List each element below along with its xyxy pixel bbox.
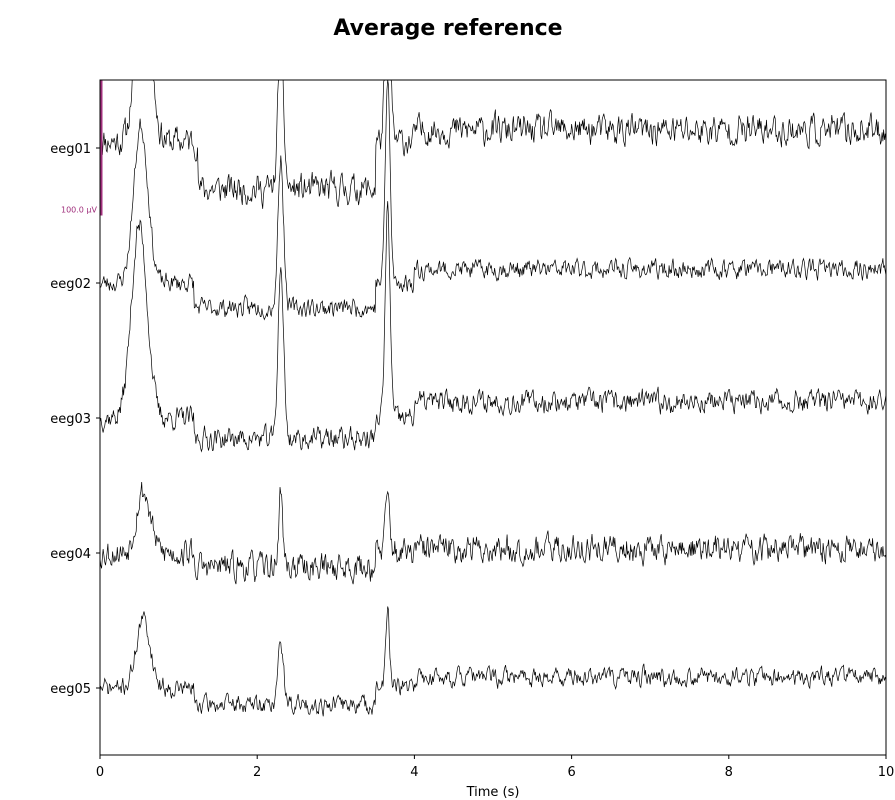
chart-title: Average reference	[333, 16, 562, 41]
time-tick-label: 10	[878, 765, 895, 780]
time-tick-label: 4	[410, 765, 418, 780]
trace-group	[99, 79, 887, 717]
x-axis-label: Time (s)	[466, 785, 520, 800]
time-tick-label: 2	[253, 765, 261, 780]
channel-label-eeg03: eeg03	[50, 412, 91, 427]
trace-eeg02	[99, 79, 887, 321]
trace-eeg05	[99, 606, 887, 717]
time-tick-label: 0	[96, 765, 104, 780]
channel-label-eeg01: eeg01	[50, 142, 91, 157]
trace-eeg01	[99, 79, 887, 209]
trace-eeg03	[99, 201, 887, 453]
time-axis: 0 2 4 6 8 10	[96, 755, 894, 780]
time-tick-label: 8	[725, 765, 733, 780]
channel-label-eeg05: eeg05	[50, 682, 91, 697]
trace-eeg04	[99, 481, 887, 585]
scale-bar: 100.0 µV	[61, 80, 103, 216]
channel-axis: eeg01 eeg02 eeg03 eeg04 eeg05	[50, 142, 100, 697]
channel-label-eeg02: eeg02	[50, 277, 91, 292]
scale-bar-label: 100.0 µV	[61, 206, 98, 215]
plot-frame	[99, 79, 887, 756]
channel-label-eeg04: eeg04	[50, 547, 91, 562]
time-tick-label: 6	[567, 765, 575, 780]
